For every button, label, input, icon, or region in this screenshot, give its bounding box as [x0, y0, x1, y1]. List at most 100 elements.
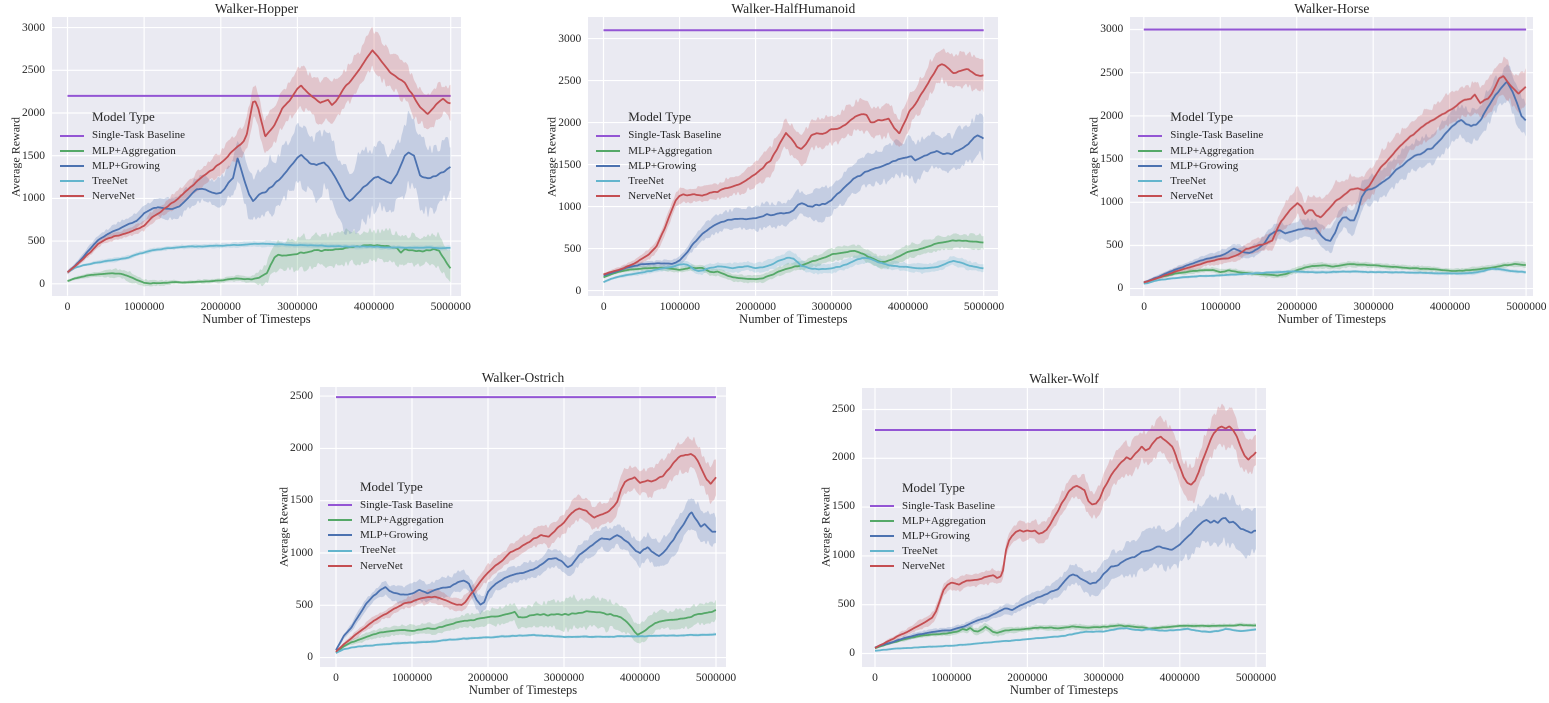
legend-label: TreeNet	[360, 544, 396, 557]
legend-label: Single-Task Baseline	[628, 129, 722, 142]
y-tick-label: 2000	[290, 441, 313, 454]
y-tick-label: 1500	[1100, 152, 1124, 165]
legend-swatch	[870, 504, 894, 507]
y-tick-label: 2000	[832, 451, 855, 464]
legend: Model Type Single-Task Baseline MLP+Aggreg…	[328, 479, 453, 574]
y-axis-label: Average Reward	[544, 116, 559, 197]
y-tick-label: 2000	[22, 106, 45, 119]
y-tick-label: 1500	[832, 500, 855, 513]
plot-curves-canvas	[52, 17, 461, 297]
plot-title: Walker-Ostrich	[481, 370, 565, 386]
legend-label: Single-Task Baseline	[1170, 129, 1264, 142]
x-tick-label: 5000000	[1506, 300, 1547, 313]
x-tick-label: 4000000	[887, 301, 929, 314]
legend-swatch	[328, 504, 352, 507]
legend-item-mlp-growing: MLP+Growing	[328, 528, 428, 543]
x-tick-label: 1000000	[124, 301, 165, 314]
x-tick-label: 1000000	[391, 672, 433, 684]
y-tick-label: 2000	[558, 116, 582, 129]
legend-item-single-task-baseline: Single-Task Baseline	[1138, 128, 1263, 143]
x-tick-label: 2000000	[735, 301, 776, 314]
plot-curves-canvas	[588, 17, 999, 297]
legend-swatch	[60, 195, 84, 198]
legend-swatch	[596, 149, 621, 152]
legend-swatch	[1138, 180, 1163, 182]
x-tick-label: 1000000	[931, 671, 972, 684]
x-tick-label: 1000000	[659, 301, 700, 314]
legend-item-treenet: TreeNet	[596, 174, 691, 189]
y-tick-label: 2500	[22, 64, 45, 77]
x-axis-label: Number of Timesteps	[468, 683, 578, 697]
x-tick-label: 2000000	[1007, 671, 1048, 684]
legend: Model Type Single-Task Baseline MLP+Aggreg…	[596, 109, 721, 204]
x-tick-label: 4000000	[1429, 300, 1471, 313]
legend-item-mlp-aggregation: MLP+Aggregation	[1138, 144, 1254, 159]
legend-swatch	[1138, 149, 1163, 152]
legend-swatch	[596, 164, 621, 167]
legend-item-mlp-aggregation: MLP+Aggregation	[60, 144, 176, 159]
x-tick-label: 4000000	[619, 672, 661, 684]
x-tick-label: 3000000	[1083, 671, 1124, 684]
legend-title: Model Type	[360, 479, 423, 494]
x-tick-label: 5000000	[1235, 671, 1277, 684]
x-axis-label: Number of Timesteps	[739, 312, 848, 327]
legend-label: MLP+Aggregation	[1170, 144, 1255, 157]
legend: Model Type Single-Task Baseline MLP+Aggreg…	[870, 480, 995, 575]
legend-swatch	[1138, 134, 1163, 137]
legend-swatch	[870, 550, 894, 553]
x-tick-label: 5000000	[430, 301, 471, 314]
y-tick-label: 500	[837, 597, 855, 610]
legend-item-nervenet: NerveNet	[870, 559, 965, 574]
y-tick-label: 3000	[558, 32, 582, 45]
legend-item-single-task-baseline: Single-Task Baseline	[870, 499, 995, 514]
legend-label: MLP+Aggregation	[902, 514, 986, 527]
legend-label: NerveNet	[628, 189, 672, 202]
legend-item-nervenet: NerveNet	[1138, 189, 1233, 204]
legend-item-mlp-aggregation: MLP+Aggregation	[870, 514, 986, 529]
legend-swatch	[60, 180, 84, 182]
legend-item-single-task-baseline: Single-Task Baseline	[60, 128, 185, 143]
x-tick-label: 0	[872, 671, 878, 684]
plot-area	[862, 387, 1266, 667]
legend-swatch	[328, 549, 352, 552]
y-axis-label: Average Reward	[818, 486, 833, 568]
legend-swatch	[60, 134, 84, 137]
y-tick-label: 500	[27, 235, 45, 247]
y-tick-label: 0	[849, 646, 855, 659]
legend-swatch	[60, 149, 84, 152]
y-tick-label: 500	[1106, 238, 1124, 251]
legend-label: MLP+Growing	[360, 529, 428, 542]
plot-title: Walker-Wolf	[1029, 370, 1099, 386]
legend-label: TreeNet	[902, 544, 938, 557]
x-axis-label: Number of Timesteps	[1009, 682, 1119, 697]
legend-label: NerveNet	[1170, 189, 1214, 202]
y-tick-label: 2500	[290, 389, 313, 402]
legend-item-single-task-baseline: Single-Task Baseline	[596, 128, 721, 143]
x-tick-label: 2000000	[1276, 300, 1318, 313]
plot-curves-canvas	[1130, 17, 1534, 296]
y-tick-label: 3000	[22, 21, 45, 34]
x-tick-label: 3000000	[277, 301, 318, 314]
legend-item-nervenet: NerveNet	[596, 189, 691, 204]
legend-label: TreeNet	[92, 174, 128, 187]
x-axis-label: Number of Timesteps	[1277, 311, 1386, 326]
legend-item-mlp-growing: MLP+Growing	[60, 159, 160, 174]
legend: Model Type Single-Task Baseline MLP+Aggreg…	[1138, 109, 1263, 204]
x-tick-label: 3000000	[543, 672, 585, 684]
legend-item-mlp-growing: MLP+Growing	[596, 159, 696, 174]
x-tick-label: 0	[600, 301, 607, 314]
y-tick-label: 2000	[1100, 109, 1124, 122]
y-tick-label: 2500	[1100, 66, 1124, 79]
legend-swatch	[328, 564, 352, 567]
legend-item-mlp-aggregation: MLP+Aggregation	[328, 513, 444, 528]
y-tick-label: 3000	[1100, 23, 1124, 36]
plot-area	[320, 387, 726, 667]
y-tick-label: 2500	[558, 74, 582, 87]
plot-area	[52, 17, 461, 297]
x-tick-label: 2000000	[200, 301, 241, 314]
legend-label: MLP+Aggregation	[628, 144, 713, 157]
x-tick-label: 3000000	[1353, 300, 1394, 313]
y-tick-label: 500	[295, 598, 313, 611]
legend-swatch	[870, 534, 894, 537]
